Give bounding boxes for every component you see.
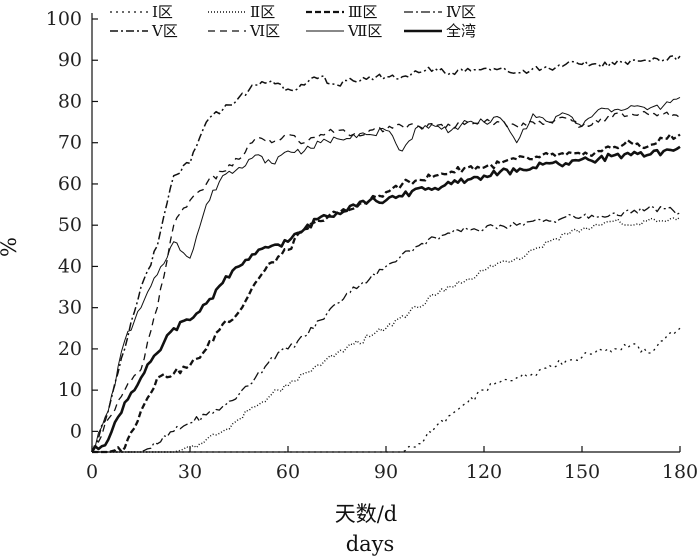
x-axis-title: 天数/d: [335, 502, 398, 526]
y-tick-label: 40: [58, 255, 82, 277]
legend-label: Ⅴ区: [151, 22, 178, 40]
x-tick-label: 60: [276, 461, 300, 483]
series-line-6: [91, 110, 681, 453]
legend-item: Ⅳ区: [404, 3, 476, 21]
series-layer: [90, 55, 681, 454]
y-tick-label: 30: [58, 297, 82, 319]
legend-item: Ⅰ区: [110, 3, 173, 21]
y-axis-title: %: [0, 237, 21, 257]
legend-label: 全湾: [446, 22, 476, 40]
x-tick-label: 150: [564, 461, 600, 483]
series-line-5: [91, 55, 681, 453]
series-line-1: [92, 327, 681, 453]
x-tick-label: 0: [86, 461, 98, 483]
y-tick-label: 0: [70, 420, 82, 442]
y-tick-label: 20: [58, 338, 82, 360]
series-line-7: [91, 96, 681, 453]
x-tick-label: 180: [662, 461, 698, 483]
y-tick-label: 100: [46, 8, 82, 30]
x-tick-label: 120: [466, 461, 502, 483]
series-line-2: [92, 216, 681, 453]
x-axis-title-en: days: [346, 532, 395, 556]
y-tick-label: 60: [58, 173, 82, 195]
legend-label: Ⅰ区: [152, 3, 173, 21]
series-line-3: [92, 133, 681, 454]
series-line-4: [92, 205, 681, 453]
legend-item: Ⅴ区: [110, 22, 178, 40]
series-line-8: [90, 145, 681, 453]
x-tick-label: 30: [178, 461, 202, 483]
legend: Ⅰ区 Ⅱ区 Ⅲ区 Ⅳ区 Ⅴ区 Ⅵ区 Ⅶ区 全湾: [110, 3, 476, 40]
y-tick-label: 50: [58, 214, 82, 236]
axes-layer: 0 10 20 30 40 50 60 70 80 90 100 0 30 60 90 120 150 180: [46, 8, 698, 483]
legend-label: Ⅳ区: [446, 3, 476, 21]
legend-item: Ⅶ区: [306, 22, 382, 40]
x-tick-label: 90: [374, 461, 398, 483]
legend-item: Ⅵ区: [208, 22, 280, 40]
legend-label: Ⅵ区: [249, 22, 280, 40]
legend-label: Ⅱ区: [250, 3, 275, 21]
y-tick-label: 10: [58, 379, 82, 401]
legend-label: Ⅶ区: [347, 22, 382, 40]
legend-label: Ⅲ区: [348, 3, 377, 21]
y-tick-label: 90: [58, 49, 82, 71]
legend-item: 全湾: [404, 22, 476, 40]
y-tick-label: 70: [58, 132, 82, 154]
legend-item: Ⅱ区: [208, 3, 275, 21]
y-tick-label: 80: [58, 90, 82, 112]
legend-item: Ⅲ区: [306, 3, 377, 21]
